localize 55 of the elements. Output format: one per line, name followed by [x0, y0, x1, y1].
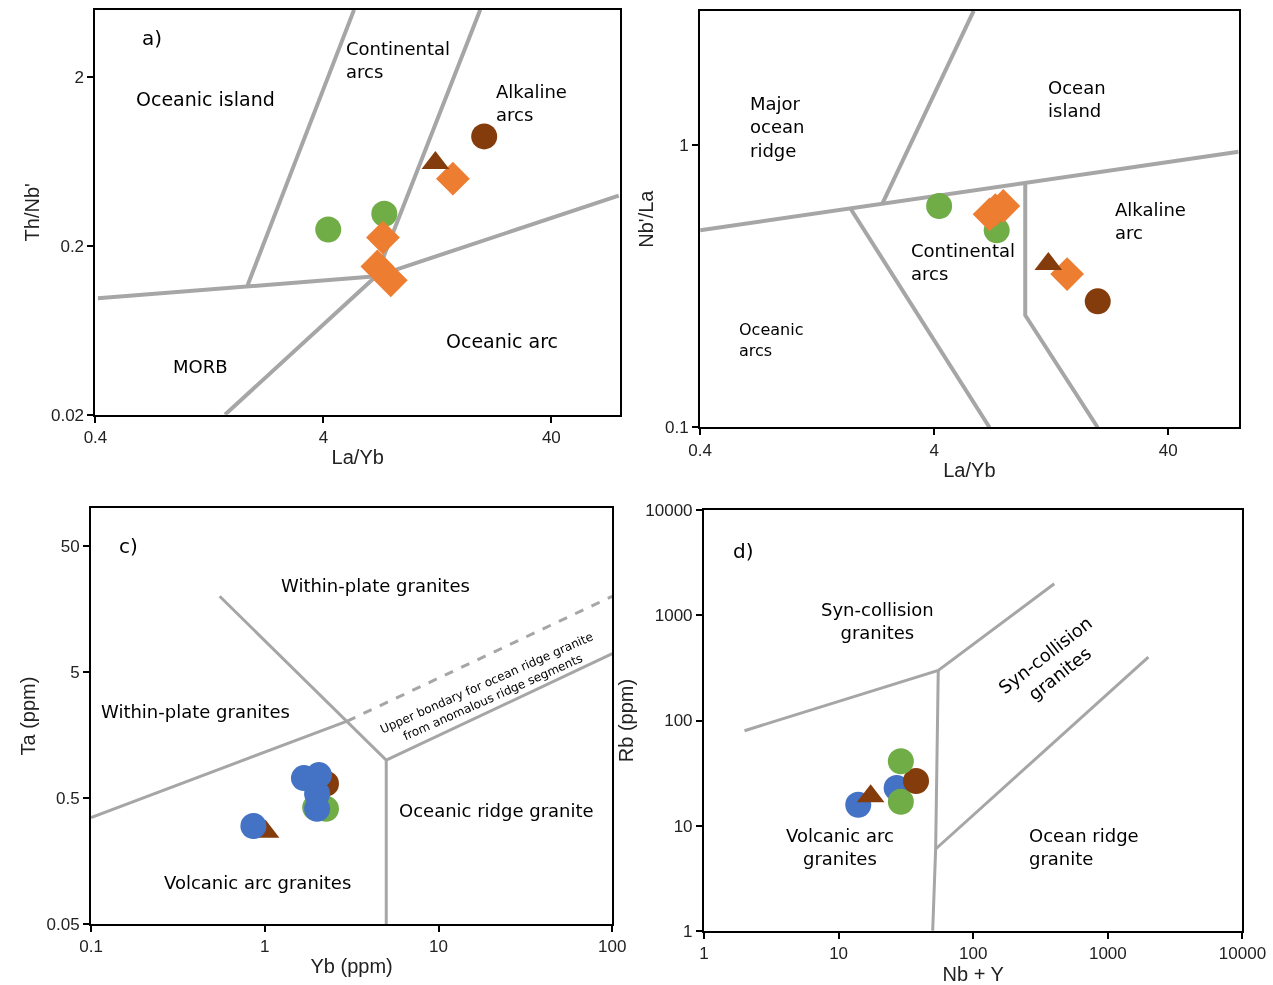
y-axis-title: Ta (ppm) [16, 676, 39, 756]
x-axis-title: Nb + Y [942, 963, 1004, 985]
x-tick-label: 1 [699, 944, 709, 964]
annotation: Within-plate granites [281, 575, 470, 596]
x-tick-label: 10 [429, 937, 449, 957]
y-tick-label: 1000 [654, 606, 693, 626]
x-tick-label: 4 [318, 428, 329, 448]
x-tick-label: 1000 [1088, 944, 1127, 964]
x-tick-label: 0.4 [83, 428, 108, 448]
x-tick-label: 1 [260, 937, 270, 957]
x-tick-label: 100 [598, 937, 627, 957]
x-tick-label: 0.4 [688, 440, 712, 460]
y-tick-label: 0.05 [46, 914, 80, 934]
y-tick-label: 2 [74, 67, 85, 87]
annotation: Within-plate granites [101, 701, 290, 722]
annotation: Continental arcs [911, 240, 1016, 285]
y-axis-title: Nb'/La [635, 189, 658, 248]
annotation: Oceanic arcs [739, 320, 804, 360]
annotation: Syn-collision granites [821, 599, 934, 644]
x-tick-label: 40 [1158, 440, 1178, 460]
annotation: Oceanic island [136, 88, 275, 110]
annotation: Ocean ridge granite [1029, 825, 1139, 870]
y-tick-label: 100 [664, 711, 693, 731]
y-tick-label: 1 [683, 921, 693, 941]
y-tick-label: 0.5 [55, 788, 80, 808]
x-tick-label: 10 [829, 944, 849, 964]
y-axis-title: Rb (ppm) [615, 678, 638, 763]
y-tick-label: 0.2 [60, 236, 85, 256]
x-axis-title: Yb (ppm) [310, 955, 393, 978]
y-tick-label: 50 [60, 537, 80, 557]
y-tick-label: 0.02 [50, 405, 85, 425]
annotation: Ocean island [1048, 77, 1106, 122]
annotation: Alkaline arc [1115, 199, 1186, 244]
annotation: Oceanic arc [446, 330, 559, 352]
y-tick-label: 1 [679, 136, 689, 156]
x-tick-label: 40 [541, 428, 561, 448]
y-tick-label: 10000 [645, 501, 693, 521]
annotation: Oceanic ridge granite [399, 800, 594, 821]
x-tick-label: 10000 [1218, 944, 1267, 964]
annotation: a) [142, 26, 163, 50]
x-tick-label: 100 [959, 944, 988, 964]
annotation: c) [119, 534, 138, 558]
annotation: Continental arcs [346, 38, 451, 83]
y-axis-title: Th/Nb' [20, 183, 43, 242]
annotation: Major ocean ridge [750, 93, 805, 161]
annotation: d) [733, 539, 754, 563]
annotation: Alkaline arcs [496, 81, 567, 126]
y-tick-label: 5 [70, 663, 80, 683]
x-axis-title: La/Yb [943, 458, 996, 481]
y-tick-label: 10 [673, 816, 693, 836]
x-axis-title: La/Yb [331, 446, 384, 469]
annotation: Volcanic arc granites [786, 825, 894, 870]
x-tick-label: 4 [929, 440, 939, 460]
annotation: MORB [173, 356, 228, 377]
annotation: Volcanic arc granites [164, 872, 352, 893]
